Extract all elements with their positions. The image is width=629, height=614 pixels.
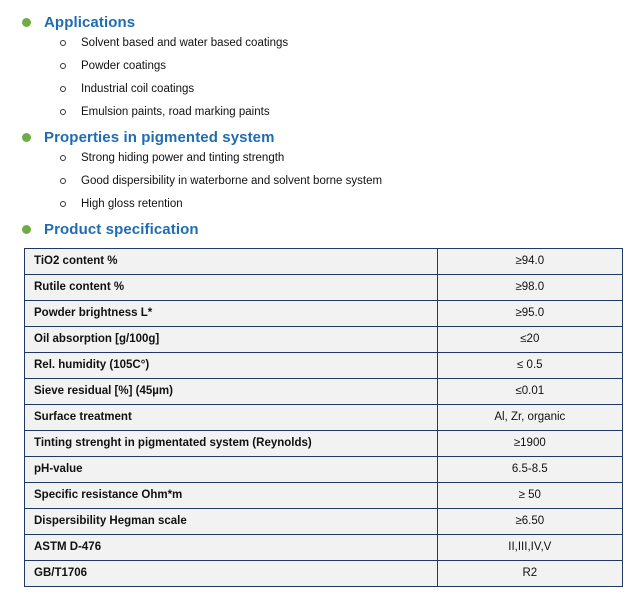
- spec-label: TiO2 content %: [24, 248, 438, 275]
- circle-bullet-icon: [60, 155, 66, 161]
- list-item: Emulsion paints, road marking paints: [60, 106, 623, 118]
- section-title-applications: Applications: [44, 14, 136, 31]
- table-row: Specific resistance Ohm*m ≥ 50: [24, 482, 624, 509]
- table-row: Powder brightness L* ≥95.0: [24, 300, 624, 327]
- properties-list: Strong hiding power and tinting strength…: [16, 152, 623, 210]
- list-item: Good dispersibility in waterborne and so…: [60, 175, 623, 187]
- spec-label: Specific resistance Ohm*m: [24, 482, 438, 509]
- green-bullet-icon: [22, 133, 31, 142]
- list-item-text: Good dispersibility in waterborne and so…: [81, 175, 383, 187]
- table-row: GB/T1706 R2: [24, 560, 624, 587]
- table-row: Surface treatment Al, Zr, organic: [24, 404, 624, 431]
- spec-value: ≥95.0: [436, 300, 624, 327]
- section-applications: Applications Solvent based and water bas…: [16, 14, 623, 118]
- list-item-text: Solvent based and water based coatings: [81, 37, 289, 49]
- green-bullet-icon: [22, 18, 31, 27]
- spec-label: pH-value: [24, 456, 438, 483]
- spec-label: Tinting strenght in pigmentated system (…: [24, 430, 438, 457]
- section-title-product-specification: Product specification: [44, 221, 199, 238]
- spec-value: ≤ 0.5: [436, 352, 624, 379]
- table-row: Rutile content % ≥98.0: [24, 274, 624, 301]
- spec-value: ≤20: [436, 326, 624, 353]
- circle-bullet-icon: [60, 109, 66, 115]
- list-item-text: Industrial coil coatings: [81, 83, 195, 95]
- table-row: Tinting strenght in pigmentated system (…: [24, 430, 624, 457]
- section-heading-row: Properties in pigmented system: [22, 129, 623, 146]
- spec-label: Dispersibility Hegman scale: [24, 508, 438, 535]
- table-row: Sieve residual [%] (45µm) ≤0.01: [24, 378, 624, 405]
- table-row: ASTM D-476 II,III,IV,V: [24, 534, 624, 561]
- green-bullet-icon: [22, 225, 31, 234]
- spec-label: Rutile content %: [24, 274, 438, 301]
- list-item: High gloss retention: [60, 198, 623, 210]
- circle-bullet-icon: [60, 86, 66, 92]
- section-title-properties: Properties in pigmented system: [44, 129, 275, 146]
- spec-value: ≤0.01: [436, 378, 624, 405]
- circle-bullet-icon: [60, 178, 66, 184]
- table-row: pH-value 6.5-8.5: [24, 456, 624, 483]
- spec-value: Al, Zr, organic: [436, 404, 624, 431]
- applications-list: Solvent based and water based coatings P…: [16, 37, 623, 118]
- spec-label: ASTM D-476: [24, 534, 438, 561]
- list-item: Industrial coil coatings: [60, 83, 623, 95]
- list-item: Strong hiding power and tinting strength: [60, 152, 623, 164]
- spec-label: GB/T1706: [24, 560, 438, 587]
- spec-table-body: TiO2 content % ≥94.0 Rutile content % ≥9…: [24, 248, 624, 587]
- table-row: Oil absorption [g/100g] ≤20: [24, 326, 624, 353]
- section-heading-row: Product specification: [22, 221, 623, 238]
- list-item-text: Emulsion paints, road marking paints: [81, 106, 270, 118]
- list-item-text: Strong hiding power and tinting strength: [81, 152, 285, 164]
- spec-value: 6.5-8.5: [436, 456, 624, 483]
- list-item: Solvent based and water based coatings: [60, 37, 623, 49]
- table-row: TiO2 content % ≥94.0: [24, 248, 624, 275]
- spec-value: ≥ 50: [436, 482, 624, 509]
- circle-bullet-icon: [60, 40, 66, 46]
- table-row: Dispersibility Hegman scale ≥6.50: [24, 508, 624, 535]
- circle-bullet-icon: [60, 201, 66, 207]
- spec-value: II,III,IV,V: [436, 534, 624, 561]
- spec-value: ≥1900: [436, 430, 624, 457]
- spec-value: R2: [436, 560, 624, 587]
- list-item: Powder coatings: [60, 60, 623, 72]
- spec-label: Oil absorption [g/100g]: [24, 326, 438, 353]
- spec-value: ≥94.0: [436, 248, 624, 275]
- list-item-text: High gloss retention: [81, 198, 183, 210]
- spec-label: Surface treatment: [24, 404, 438, 431]
- section-product-specification: Product specification TiO2 content % ≥94…: [16, 221, 624, 587]
- spec-label: Rel. humidity (105C°): [24, 352, 438, 379]
- table-row: Rel. humidity (105C°) ≤ 0.5: [24, 352, 624, 379]
- spec-value: ≥6.50: [436, 508, 624, 535]
- section-heading-row: Applications: [22, 14, 623, 31]
- spec-label: Sieve residual [%] (45µm): [24, 378, 438, 405]
- product-specification-table: TiO2 content % ≥94.0 Rutile content % ≥9…: [24, 248, 624, 587]
- list-item-text: Powder coatings: [81, 60, 167, 72]
- spec-value: ≥98.0: [436, 274, 624, 301]
- section-properties: Properties in pigmented system Strong hi…: [16, 129, 623, 210]
- circle-bullet-icon: [60, 63, 66, 69]
- spec-label: Powder brightness L*: [24, 300, 438, 327]
